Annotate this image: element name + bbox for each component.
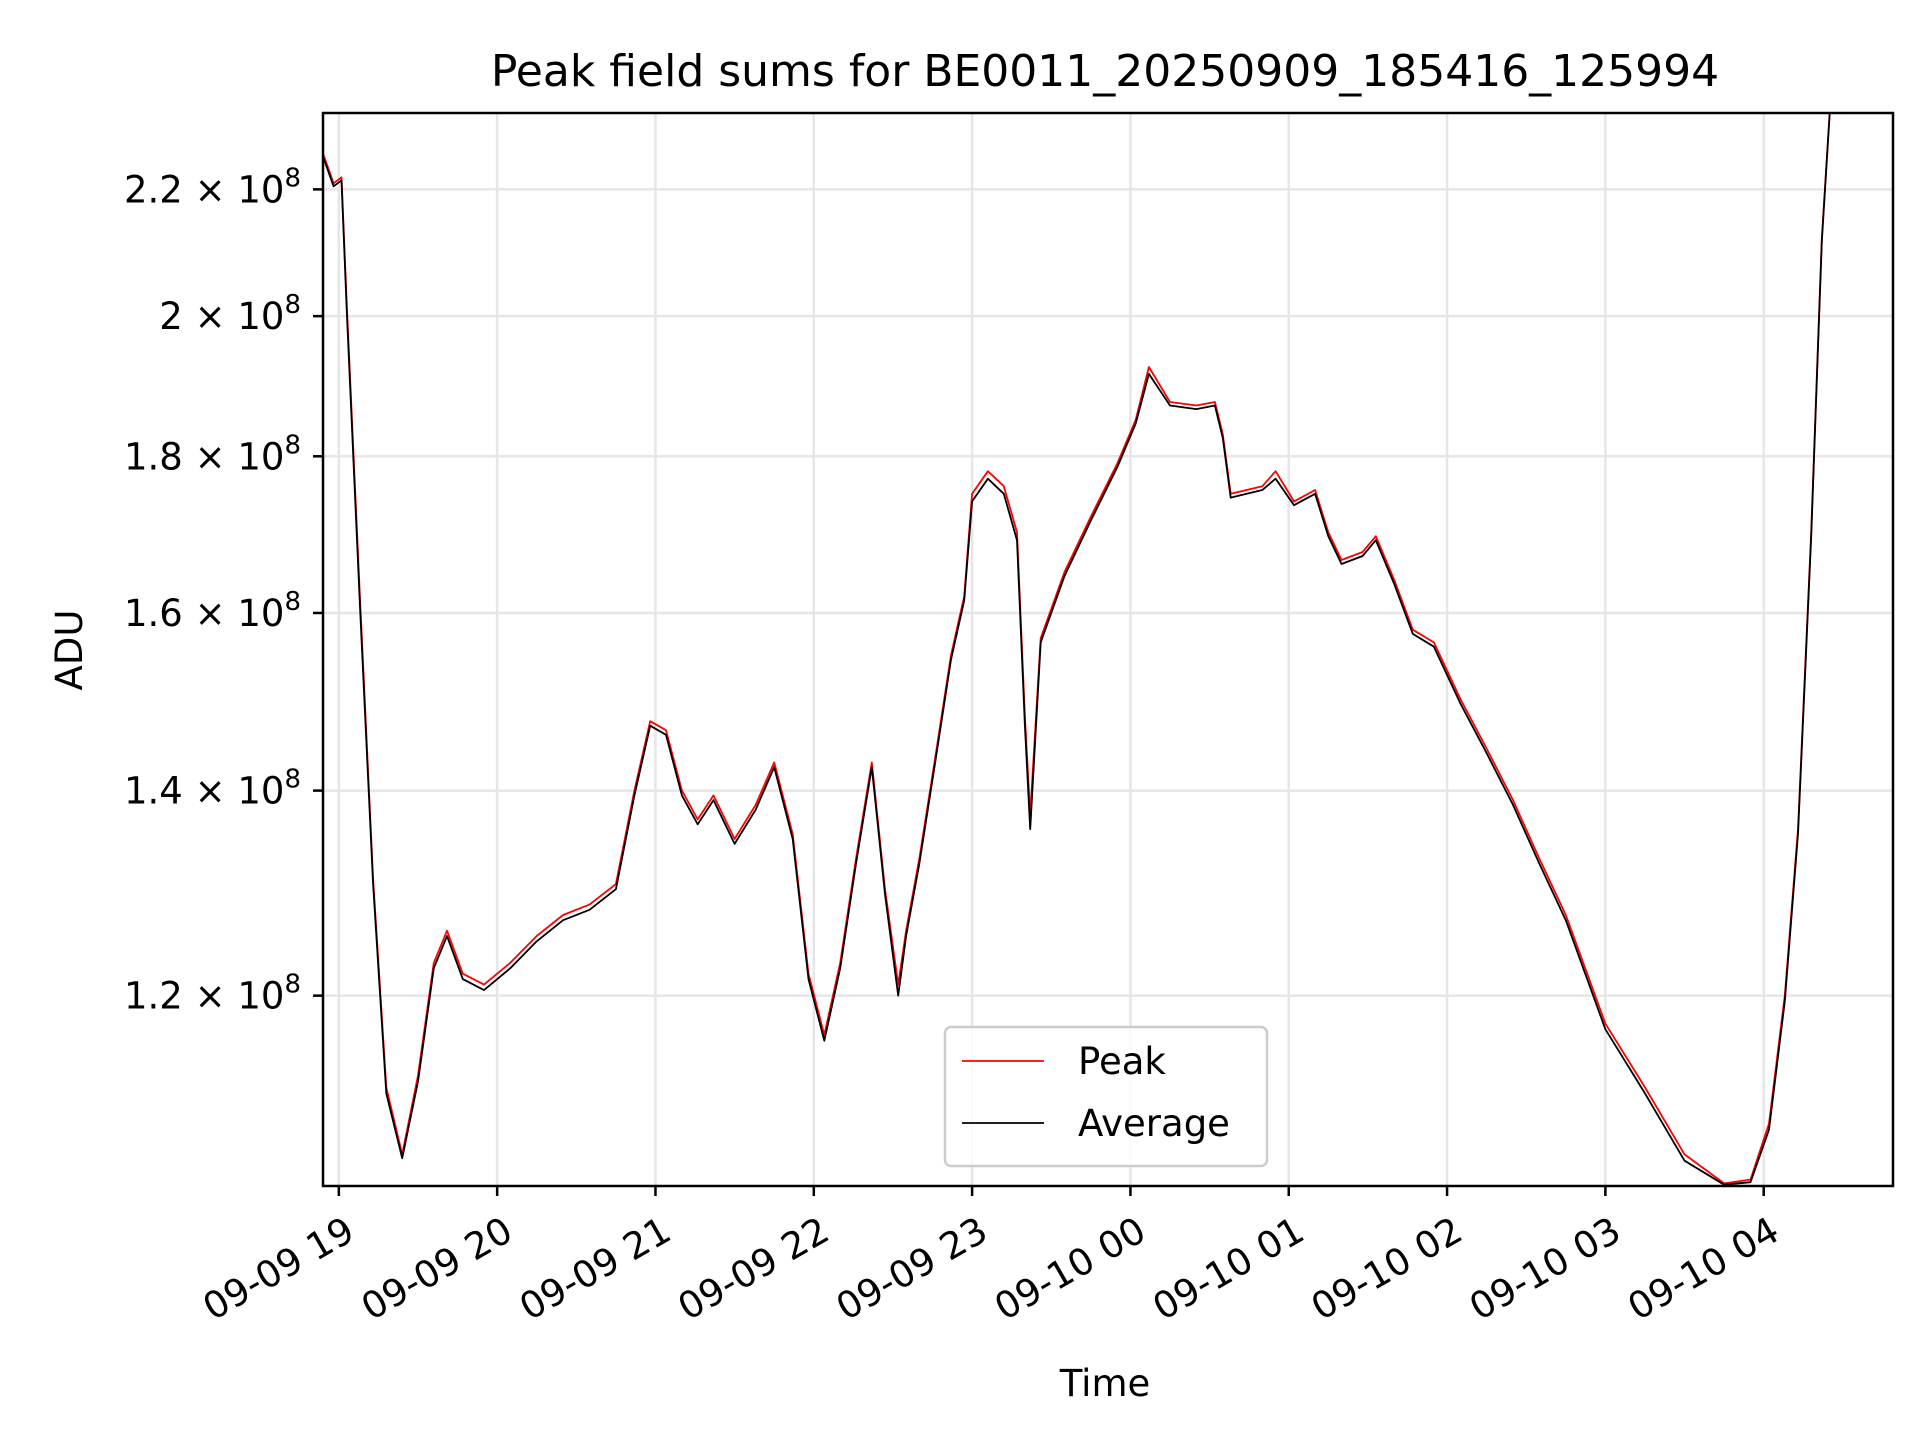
y-axis-label: ADU	[48, 610, 91, 691]
y-tick-label: 2 × 108	[159, 290, 301, 338]
series-line-average	[323, 113, 1831, 1186]
grid	[323, 113, 1893, 1186]
y-axis: 1.2 × 108 1.4 × 108 1.6 × 108 1.8 × 108 2 × …	[124, 163, 323, 1018]
y-tick-label: 1.4 × 108	[124, 765, 301, 813]
y-tick-label: 1.6 × 108	[124, 587, 301, 635]
series-line-peak	[323, 113, 1831, 1185]
legend-label-peak: Peak	[1078, 1040, 1166, 1083]
x-axis-label: Time	[1059, 1362, 1151, 1405]
y-tick-label: 1.2 × 108	[124, 970, 301, 1018]
legend: Peak Average	[943, 1025, 1269, 1168]
y-tick-label: 2.2 × 108	[124, 163, 301, 211]
chart-title: Peak field sums for BE0011_20250909_1854…	[491, 46, 1719, 97]
legend-label-average: Average	[1078, 1102, 1230, 1145]
axes-frame	[321, 111, 1895, 1188]
y-tick-label: 1.8 × 108	[124, 430, 301, 478]
plot-area	[323, 113, 1831, 1186]
